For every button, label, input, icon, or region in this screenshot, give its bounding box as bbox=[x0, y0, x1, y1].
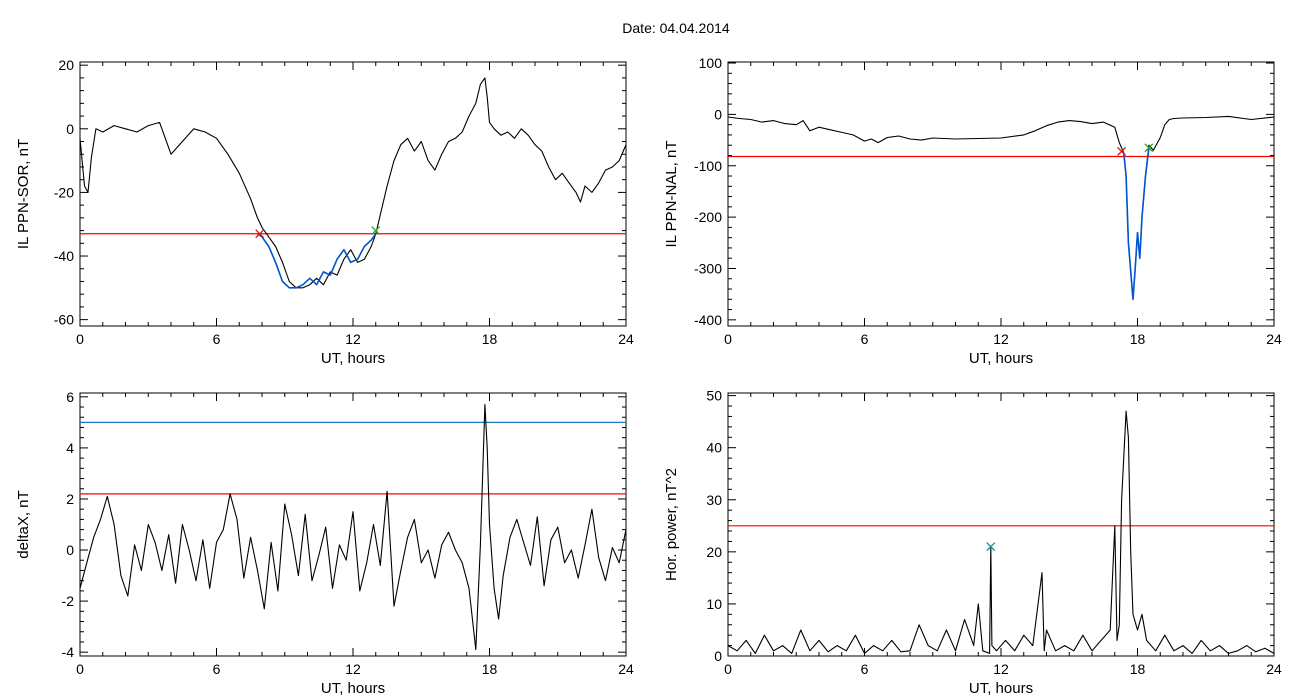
x-tick-label: 12 bbox=[345, 661, 361, 677]
y-tick-label: -100 bbox=[694, 158, 722, 174]
y-tick-label: 20 bbox=[706, 544, 722, 560]
y-tick-label: 0 bbox=[66, 121, 74, 137]
y-axis-title: deltaX, nT bbox=[15, 490, 32, 558]
x-tick-label: 0 bbox=[76, 331, 84, 347]
trace-series-line bbox=[80, 403, 626, 651]
y-axis-title: IL PPN-NAL, nT bbox=[663, 141, 680, 248]
y-axis-title: Hor. power, nT^2 bbox=[663, 468, 680, 581]
x-tick-label: 18 bbox=[482, 331, 498, 347]
y-tick-label: 40 bbox=[706, 440, 722, 456]
peak-marker bbox=[986, 542, 996, 552]
x-tick-label: 18 bbox=[1130, 331, 1146, 347]
y-tick-label: 10 bbox=[706, 596, 722, 612]
y-tick-label: 0 bbox=[714, 648, 722, 664]
x-tick-label: 24 bbox=[618, 661, 634, 677]
y-tick-label: -4 bbox=[62, 644, 75, 660]
y-tick-label: -60 bbox=[54, 312, 74, 328]
y-tick-label: 50 bbox=[706, 388, 722, 404]
y-tick-label: -300 bbox=[694, 260, 722, 276]
highlight-series-line bbox=[1123, 147, 1150, 301]
y-tick-label: -40 bbox=[54, 248, 74, 264]
x-tick-label: 18 bbox=[1130, 661, 1146, 677]
y-tick-label: 0 bbox=[714, 106, 722, 122]
panel-sor: 0 6 12 18 24 -60 -40 -20 0 20 UT, hours IL PPN-SOR,… bbox=[15, 57, 634, 367]
x-tick-label: 6 bbox=[861, 661, 869, 677]
plot-frame bbox=[727, 392, 1275, 657]
plot-frame bbox=[79, 61, 627, 327]
y-tick-label: 30 bbox=[706, 492, 722, 508]
x-tick-label: 0 bbox=[724, 331, 732, 347]
x-tick-label: 12 bbox=[345, 331, 361, 347]
start-marker bbox=[1117, 146, 1127, 156]
x-axis-title: UT, hours bbox=[969, 680, 1033, 697]
trace-series-line bbox=[80, 77, 626, 289]
end-marker bbox=[1144, 143, 1154, 153]
x-axis-title: UT, hours bbox=[321, 350, 385, 367]
x-tick-label: 0 bbox=[76, 661, 84, 677]
end-marker bbox=[371, 226, 381, 236]
x-tick-label: 0 bbox=[724, 661, 732, 677]
panel-power: 0 6 12 18 24 0 10 20 30 40 50 UT, hours Hor. power, … bbox=[663, 388, 1282, 697]
trace-series-line bbox=[728, 115, 1274, 300]
y-tick-label: -2 bbox=[62, 593, 75, 609]
x-tick-label: 12 bbox=[993, 331, 1009, 347]
y-tick-label: 6 bbox=[66, 389, 74, 405]
x-tick-label: 6 bbox=[861, 331, 869, 347]
panel-nal: 0 6 12 18 24 -400 -300 -200 -100 0 100 UT, hours IL … bbox=[663, 55, 1282, 367]
x-tick-label: 12 bbox=[993, 661, 1009, 677]
y-tick-label: -200 bbox=[694, 209, 722, 225]
x-tick-label: 18 bbox=[482, 661, 498, 677]
y-tick-label: 2 bbox=[66, 491, 74, 507]
start-marker bbox=[255, 229, 265, 239]
x-tick-label: 24 bbox=[618, 331, 634, 347]
y-tick-label: -400 bbox=[694, 312, 722, 328]
y-tick-label: 4 bbox=[66, 440, 74, 456]
plot-frame bbox=[727, 61, 1275, 327]
x-axis-title: UT, hours bbox=[321, 680, 385, 697]
x-axis-title: UT, hours bbox=[969, 350, 1033, 367]
x-tick-label: 6 bbox=[213, 661, 221, 677]
plot-frame bbox=[79, 392, 627, 657]
trace-series-line bbox=[728, 410, 1274, 654]
y-axis-title: IL PPN-SOR, nT bbox=[15, 139, 32, 249]
highlight-series-line bbox=[257, 233, 377, 289]
x-tick-label: 24 bbox=[1266, 331, 1282, 347]
y-tick-label: 100 bbox=[699, 55, 723, 71]
y-tick-label: 20 bbox=[58, 57, 74, 73]
y-tick-label: -20 bbox=[54, 184, 74, 200]
y-tick-label: 0 bbox=[66, 542, 74, 558]
x-tick-label: 6 bbox=[213, 331, 221, 347]
x-tick-label: 24 bbox=[1266, 661, 1282, 677]
figure-title: Date: 04.04.2014 bbox=[622, 20, 730, 36]
